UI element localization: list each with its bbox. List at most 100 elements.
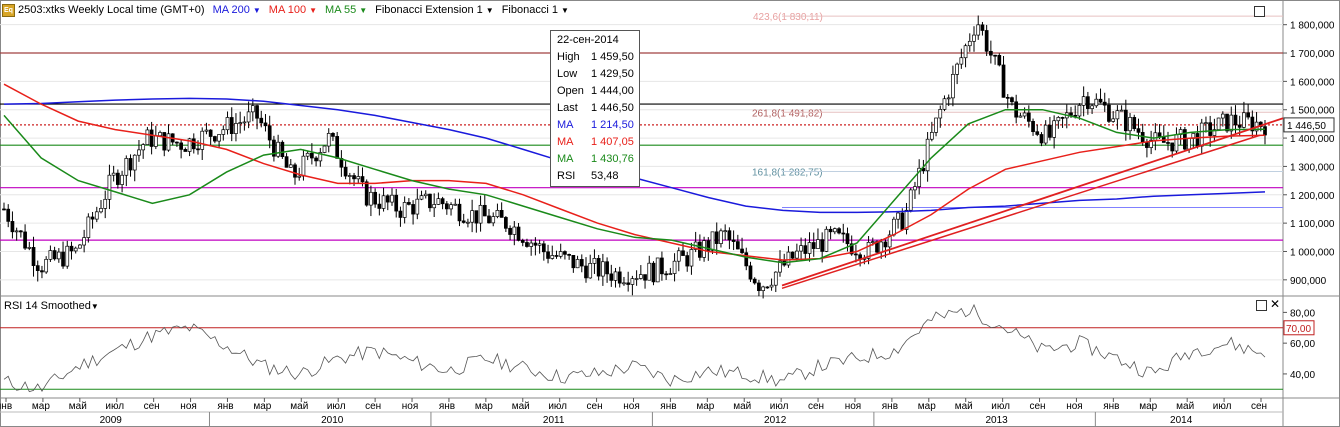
candle-body (689, 249, 694, 267)
y-tick-label: 1 200,000 (1290, 191, 1335, 202)
candle-body (373, 191, 377, 205)
candle-body (495, 210, 500, 217)
month-label: июл (770, 401, 789, 412)
month-label: июл (548, 401, 567, 412)
candle-body (23, 231, 27, 249)
candle-body (778, 260, 782, 273)
ma55-item[interactable]: MA 55 ▼ (325, 4, 367, 16)
candle-body (727, 230, 732, 241)
candle-body (1081, 96, 1086, 106)
rsi-close-icon[interactable]: ✕ (1270, 297, 1281, 311)
dropdown-arrow-icon[interactable]: ▼ (560, 5, 569, 15)
candle-body (845, 233, 850, 245)
fib-label: Fibonacci 1 (501, 4, 558, 16)
candle-body (158, 132, 162, 137)
candle-body (331, 133, 335, 137)
candle-body (516, 226, 521, 241)
candle-body (364, 181, 369, 206)
candle-body (94, 211, 99, 220)
dropdown-arrow-icon[interactable]: ▼ (359, 5, 368, 15)
candle-body (993, 54, 997, 57)
candle-body (65, 245, 70, 267)
rsi-title[interactable]: RSI 14 Smoothed▼ (4, 300, 99, 312)
candle-body (1166, 142, 1170, 144)
candle-body (854, 253, 858, 256)
candle-body (1212, 129, 1217, 136)
candle-body (179, 142, 183, 150)
candle-body (2, 208, 6, 211)
fib-ext-item[interactable]: Fibonacci Extension 1 ▼ (375, 4, 494, 16)
dropdown-arrow-icon[interactable]: ▼ (252, 5, 261, 15)
year-label: 2010 (321, 415, 344, 426)
fib-label-261: 261,8(1 491,82) (752, 108, 823, 119)
data-tooltip: 22-сен-2014 High 1 459,50 Low 1 429,50 Ope… (550, 30, 640, 187)
candle-body (398, 210, 403, 218)
last-price-label: 1 446,50 (1287, 121, 1326, 132)
candle-body (963, 45, 968, 59)
ma55-line (3, 108, 1266, 264)
candle-body (887, 234, 892, 248)
fib-label-161: 161,8(1 282,75) (752, 168, 823, 179)
candle-body (790, 251, 795, 259)
candle-body (596, 258, 601, 277)
tooltip-low: Low 1 429,50 (557, 68, 634, 80)
trendline-2 (781, 134, 1261, 290)
candle-body (731, 239, 736, 242)
candle-body (246, 111, 251, 123)
month-label: июл (991, 401, 1010, 412)
candle-body (849, 243, 854, 255)
candle-body (288, 164, 293, 168)
tooltip-rsi: RSI 53,48 (557, 170, 619, 182)
candle-body (196, 148, 200, 151)
dropdown-arrow-icon[interactable]: ▼ (309, 5, 318, 15)
eq-icon: Eq (2, 3, 15, 17)
candle-body (984, 30, 989, 52)
candle-body (499, 210, 504, 218)
candle-body (305, 152, 310, 157)
main-pane-minimize-icon[interactable] (1254, 6, 1265, 17)
candle-body (537, 243, 542, 246)
candle-body (1204, 122, 1208, 125)
candle-body (883, 241, 888, 248)
candle-body (525, 242, 529, 247)
candle-body (832, 228, 837, 233)
candle-body (183, 149, 188, 152)
candle-body (672, 260, 677, 274)
candle-body (634, 278, 639, 280)
symbol-item[interactable]: Eq 2503:xtks Weekly Local time (GMT+0) (2, 3, 205, 17)
dropdown-arrow-icon[interactable]: ▼ (485, 5, 494, 15)
candle-body (660, 257, 664, 275)
candle-body (14, 230, 19, 233)
last-price-box (1283, 117, 1335, 133)
candle-body (335, 136, 340, 159)
rsi-pane-minimize-icon[interactable] (1256, 300, 1267, 311)
candle-body (466, 221, 470, 224)
candle-body (626, 282, 631, 285)
candle-body (1056, 117, 1061, 122)
candle-body (457, 203, 462, 222)
candle-body (276, 141, 280, 157)
candle-body (1073, 114, 1078, 117)
y-tick-label: 1 100,000 (1290, 219, 1335, 230)
candle-body (643, 274, 647, 281)
candle-body (1246, 112, 1250, 118)
candle-body (976, 24, 981, 36)
candle-body (567, 254, 571, 256)
rsi-line (3, 303, 1266, 393)
candle-body (841, 232, 846, 235)
candle-body (1090, 105, 1094, 109)
y-tick-label: 1 700,000 (1290, 49, 1335, 60)
candle-body (213, 136, 217, 142)
candle-body (1136, 128, 1141, 133)
ma100-item[interactable]: MA 100 ▼ (269, 4, 317, 16)
fib-item[interactable]: Fibonacci 1 ▼ (502, 4, 569, 16)
candle-body (263, 122, 268, 127)
candle-body (297, 175, 302, 178)
ma200-item[interactable]: MA 200 ▼ (213, 4, 261, 16)
candle-body (520, 240, 525, 243)
candle-body (613, 271, 618, 281)
candle-body (651, 262, 656, 283)
tooltip-last: Last 1 446,50 (557, 102, 634, 114)
